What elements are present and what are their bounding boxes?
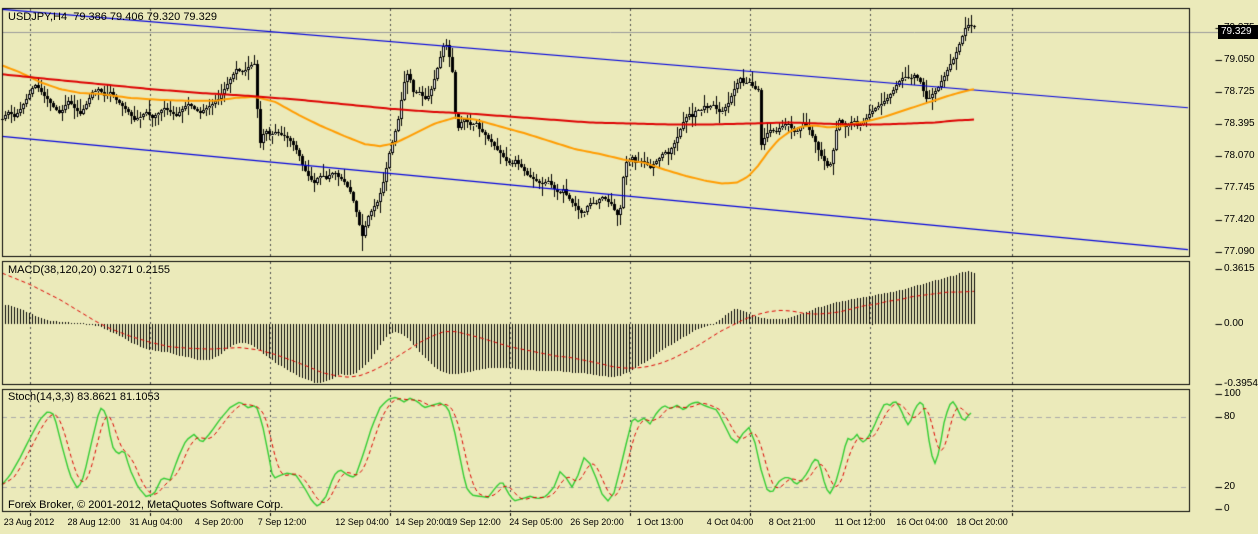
main-chart-area[interactable] [2,8,1190,257]
time-axis[interactable] [0,512,1258,534]
stoch-indicator-area[interactable] [2,389,1190,512]
macd-indicator-area[interactable] [2,261,1190,385]
price-axis[interactable] [1190,0,1258,512]
copyright-text: Forex Broker, © 2001-2012, MetaQuotes So… [8,499,284,511]
current-price-badge: 79.329 [1218,25,1258,39]
